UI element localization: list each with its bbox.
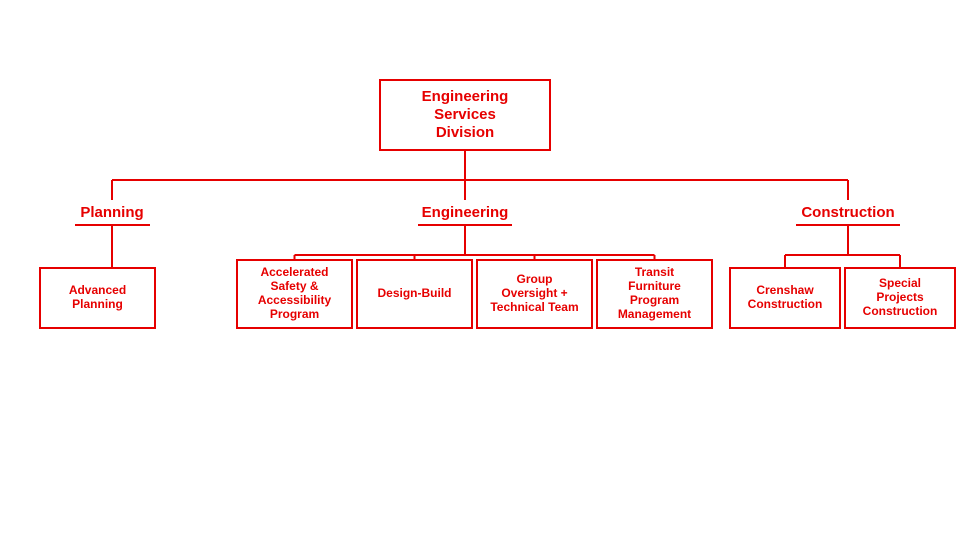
- leaf-special-projects-label: Special: [879, 276, 921, 290]
- org-chart: EngineeringServicesDivisionPlanningAdvan…: [0, 0, 960, 540]
- leaf-transit-furniture-label: Program: [630, 293, 679, 307]
- branch-label-planning: Planning: [80, 204, 143, 221]
- leaf-special-projects-label: Construction: [863, 304, 938, 318]
- leaf-special-projects-label: Projects: [876, 290, 924, 304]
- branch-label-construction: Construction: [801, 204, 894, 221]
- leaf-transit-furniture-label: Furniture: [628, 279, 681, 293]
- leaf-group-oversight-label: Oversight +: [501, 286, 567, 300]
- leaf-asap-label: Program: [270, 307, 319, 321]
- branch-label-engineering: Engineering: [422, 204, 509, 221]
- leaf-adv-planning-label: Advanced: [69, 283, 126, 297]
- leaf-asap-label: Accelerated: [260, 265, 328, 279]
- leaf-crenshaw-label: Crenshaw: [756, 283, 814, 297]
- leaf-transit-furniture-label: Transit: [635, 265, 674, 279]
- leaf-asap-label: Safety &: [270, 279, 318, 293]
- leaf-transit-furniture-label: Management: [618, 307, 691, 321]
- leaf-crenshaw-label: Construction: [748, 297, 823, 311]
- leaf-group-oversight-label: Technical Team: [490, 300, 578, 314]
- root-box-label: Services: [434, 106, 496, 123]
- leaf-adv-planning-label: Planning: [72, 297, 123, 311]
- leaf-asap-label: Accessibility: [258, 293, 332, 307]
- root-box-label: Engineering: [422, 88, 509, 105]
- root-box-label: Division: [436, 124, 494, 141]
- leaf-group-oversight-label: Group: [517, 272, 553, 286]
- leaf-design-build-label: Design-Build: [378, 286, 452, 300]
